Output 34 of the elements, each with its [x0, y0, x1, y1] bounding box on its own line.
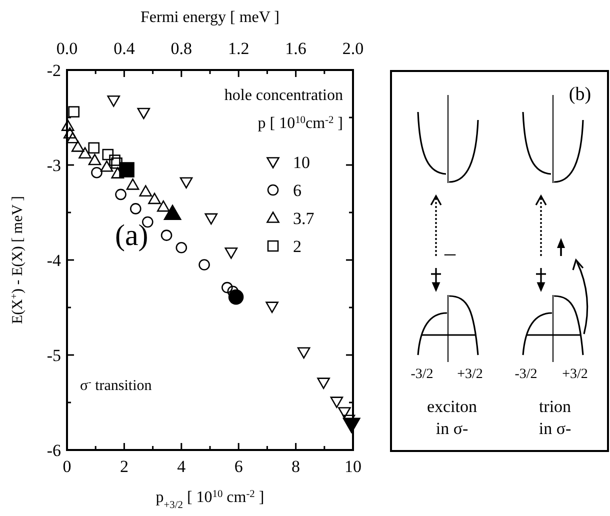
- y-tick-label: -4: [46, 251, 62, 270]
- x-tick-label: 6: [234, 457, 243, 476]
- text: (b): [568, 84, 592, 105]
- annotation: σ$^{-}$ transition: [80, 376, 152, 394]
- x2-tick-label: 0.8: [170, 39, 192, 58]
- x2-tick-label: 1.6: [285, 39, 306, 58]
- text: -3/2: [514, 367, 538, 382]
- y-tick-label: -3: [46, 156, 61, 175]
- y-tick-label: -6: [46, 441, 61, 460]
- x2-axis-title: Fermi energy [ meV ]: [140, 9, 280, 26]
- x-tick-label: 8: [292, 457, 300, 476]
- text: +3/2: [457, 367, 483, 382]
- legend-label: 6: [293, 181, 302, 200]
- legend-label: 2: [293, 237, 302, 256]
- x-tick-label: 2: [120, 457, 128, 476]
- text: –: [444, 240, 456, 265]
- text: -3/2: [410, 367, 434, 382]
- x-tick-label: 0: [62, 457, 72, 476]
- legend-label: 10: [293, 153, 310, 172]
- x2-tick-label: 0.0: [56, 39, 78, 58]
- annotation: (a): [115, 219, 148, 252]
- legend-title: hole concentration p [ 10$^{10}$cm$^{-2}$ ]: [224, 87, 343, 132]
- x-axis-title: p$_{+3/2}$ [ 10$^{10}$ cm$^{-2}$ ]: [156, 488, 264, 510]
- text: exciton in σ-: [426, 397, 478, 438]
- legend-label: 3.7: [293, 209, 315, 228]
- x2-tick-label: 0.4: [114, 39, 136, 58]
- y-tick-label: -2: [46, 61, 61, 80]
- x2-tick-label: 1.2: [228, 39, 250, 58]
- text: +3/2: [562, 367, 588, 382]
- x2-tick-label: 2.0: [342, 39, 364, 58]
- x-tick-label: 4: [177, 457, 186, 476]
- text: trion in σ-: [538, 397, 572, 438]
- x-tick-label: 10: [344, 457, 362, 476]
- y-tick-label: -5: [46, 346, 61, 365]
